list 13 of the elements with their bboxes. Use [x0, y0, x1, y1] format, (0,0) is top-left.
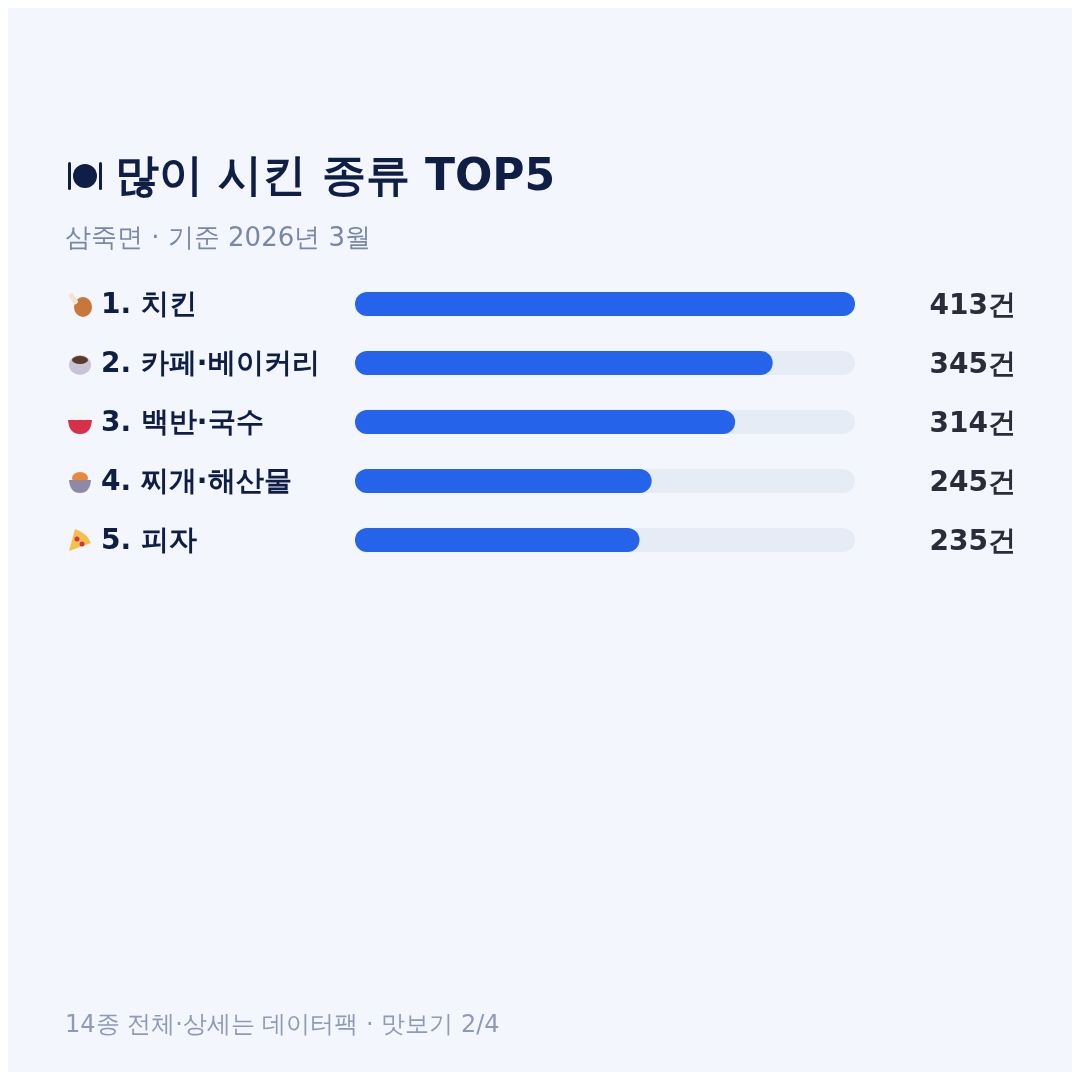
data-label: 235건	[929, 523, 1016, 557]
chart-title: 많이 시킨 종류 TOP5	[115, 148, 556, 202]
y-tick-label: 2. 카페·베이커리	[101, 346, 320, 380]
text: 14종 전체·상세는 데이터팩 · 맛보기 2/4	[65, 1009, 500, 1040]
y-tick-label: 5. 피자	[101, 523, 197, 557]
y-tick-label: 3. 백반·국수	[101, 405, 264, 439]
data-label: 413건	[929, 287, 1016, 321]
data-label: 314건	[929, 405, 1016, 439]
data-label: 245건	[929, 464, 1016, 498]
y-tick-label: 1. 치킨	[101, 287, 197, 321]
y-tick-label: 4. 찌개·해산물	[101, 464, 292, 498]
data-label: 345건	[929, 346, 1016, 380]
chart-subtitle: 삼죽면 · 기준 2026년 3월	[65, 221, 372, 254]
